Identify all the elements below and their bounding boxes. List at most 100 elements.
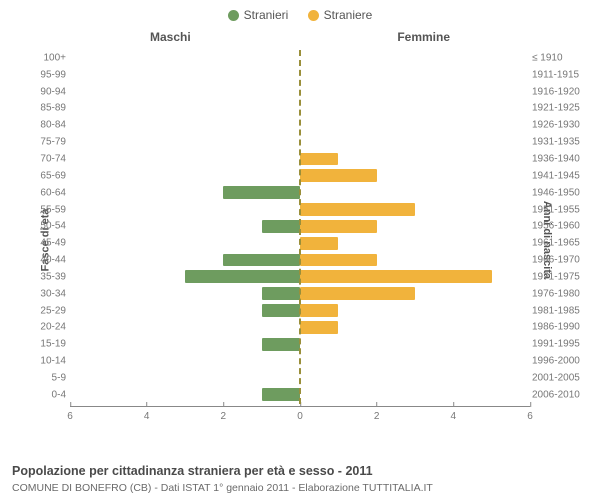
female-half [300,136,530,149]
age-label: 85-89 [20,103,66,114]
male-bar [223,254,300,267]
male-half [70,254,300,267]
female-bar [300,237,338,250]
bars-container: 100+≤ 191095-991911-191590-941916-192085… [70,50,530,404]
male-half [70,85,300,98]
male-bar [185,270,300,283]
legend-label-male: Stranieri [244,8,289,22]
female-bar [300,203,415,216]
male-bar [262,338,300,351]
x-tick: 4 [451,407,457,422]
female-half [300,203,530,216]
legend: Stranieri Straniere [10,8,590,24]
birth-year-label: 1966-1970 [532,255,580,266]
x-axis: 6420246 [70,406,530,430]
age-label: 30-34 [20,288,66,299]
birth-year-label: 1916-1920 [532,86,580,97]
female-half [300,321,530,334]
female-bar [300,270,492,283]
male-bar [262,220,300,233]
legend-item-female: Straniere [308,8,373,22]
female-bar [300,153,338,166]
birth-year-label: 1941-1945 [532,170,580,181]
birth-year-label: 1931-1935 [532,137,580,148]
male-half [70,388,300,401]
male-bar [262,388,300,401]
age-label: 75-79 [20,137,66,148]
female-half [300,102,530,115]
header-male: Maschi [150,30,191,44]
male-bar [262,287,300,300]
age-label: 90-94 [20,86,66,97]
age-label: 10-14 [20,356,66,367]
age-label: 45-49 [20,238,66,249]
header-female: Femmine [397,30,450,44]
female-bar [300,220,377,233]
birth-year-label: 1991-1995 [532,339,580,350]
birth-year-label: 1996-2000 [532,356,580,367]
center-divider [299,50,301,404]
age-label: 70-74 [20,153,66,164]
female-half [300,287,530,300]
legend-swatch-female [308,10,319,21]
female-bar [300,169,377,182]
age-label: 20-24 [20,322,66,333]
female-half [300,119,530,132]
age-label: 80-84 [20,120,66,131]
male-bar [262,304,300,317]
male-half [70,169,300,182]
female-bar [300,321,338,334]
male-half [70,321,300,334]
birth-year-label: 2001-2005 [532,372,580,383]
legend-item-male: Stranieri [228,8,289,22]
birth-year-label: 1961-1965 [532,238,580,249]
x-tick: 0 [297,407,303,422]
age-label: 65-69 [20,170,66,181]
male-half [70,237,300,250]
female-half [300,304,530,317]
x-tick: 6 [67,407,73,422]
birth-year-label: 1951-1955 [532,204,580,215]
female-half [300,355,530,368]
male-half [70,372,300,385]
male-half [70,186,300,199]
x-tick: 2 [221,407,227,422]
chart-subcaption: COMUNE DI BONEFRO (CB) - Dati ISTAT 1° g… [12,482,433,494]
age-label: 35-39 [20,271,66,282]
male-half [70,153,300,166]
male-half [70,119,300,132]
male-half [70,270,300,283]
birth-year-label: 1981-1985 [532,305,580,316]
female-half [300,388,530,401]
female-bar [300,287,415,300]
female-half [300,153,530,166]
female-half [300,68,530,81]
male-half [70,136,300,149]
age-label: 100+ [20,52,66,63]
age-label: 5-9 [20,372,66,383]
plot-area: Fasce di età Anni di nascita 100+≤ 19109… [20,50,580,430]
age-label: 0-4 [20,389,66,400]
age-label: 60-64 [20,187,66,198]
male-half [70,102,300,115]
birth-year-label: 1936-1940 [532,153,580,164]
female-half [300,52,530,65]
population-pyramid-chart: Stranieri Straniere Maschi Femmine Fasce… [0,0,600,500]
female-half [300,338,530,351]
female-half [300,169,530,182]
female-half [300,85,530,98]
birth-year-label: 1971-1975 [532,271,580,282]
female-half [300,372,530,385]
male-half [70,355,300,368]
x-tick: 4 [144,407,150,422]
legend-label-female: Straniere [324,8,373,22]
male-half [70,287,300,300]
birth-year-label: 1946-1950 [532,187,580,198]
male-half [70,338,300,351]
column-headers: Maschi Femmine [10,30,590,46]
male-bar [223,186,300,199]
female-half [300,186,530,199]
male-half [70,304,300,317]
age-label: 55-59 [20,204,66,215]
male-half [70,52,300,65]
